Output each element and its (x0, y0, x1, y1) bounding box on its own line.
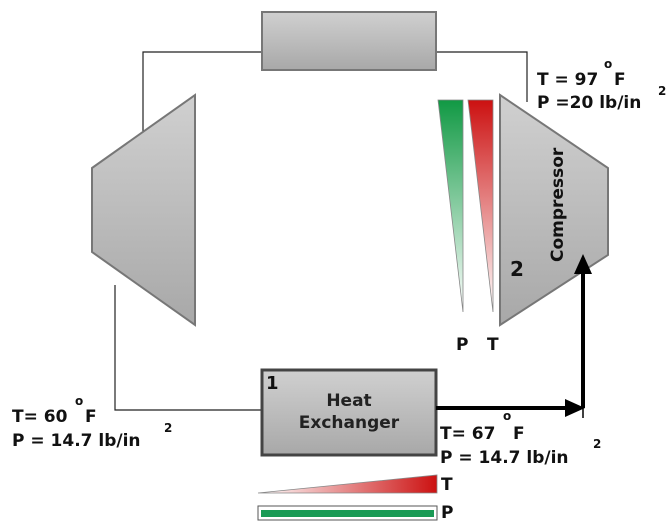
pressure-bar (261, 510, 434, 517)
temperature: T = 97 (537, 70, 598, 90)
pressure: P =20 lb/in (537, 93, 641, 113)
exponent: 2 (658, 84, 666, 98)
arrow-head (574, 254, 592, 274)
degree: o (503, 409, 511, 423)
temperature-gradient (257, 474, 438, 494)
gradient-label: P (441, 503, 453, 523)
temperature-gradient (467, 99, 494, 313)
gradient-label: T (441, 475, 453, 495)
unit: F (614, 70, 626, 90)
arrow-head (565, 399, 585, 417)
degree: o (75, 394, 83, 408)
exponent: 2 (593, 437, 601, 451)
heat-exchanger-number: 1 (266, 373, 279, 394)
turbine (91, 93, 196, 327)
pipe (436, 51, 528, 102)
heat-exchanger-label: Exchanger (299, 413, 400, 433)
gradient-label: T (487, 335, 499, 355)
compressor-number: 2 (510, 257, 524, 281)
degree: o (604, 57, 612, 71)
pressure: P = 14.7 lb/in (12, 431, 141, 451)
heat-exchanger (260, 368, 438, 457)
pipe (114, 285, 262, 411)
heat-exchanger-label: Heat (326, 391, 371, 411)
top-unit (261, 11, 437, 71)
exponent: 2 (164, 421, 172, 435)
compressor-label: Compressor (548, 147, 568, 262)
pipe (142, 51, 262, 140)
pressure: P = 14.7 lb/in (440, 448, 569, 468)
pressure-gradient (437, 99, 464, 313)
temperature: T= 67 (440, 424, 495, 444)
gradient-label: P (456, 335, 468, 355)
unit: F (85, 407, 97, 427)
temperature: T= 60 (12, 407, 68, 427)
unit: F (513, 424, 525, 444)
